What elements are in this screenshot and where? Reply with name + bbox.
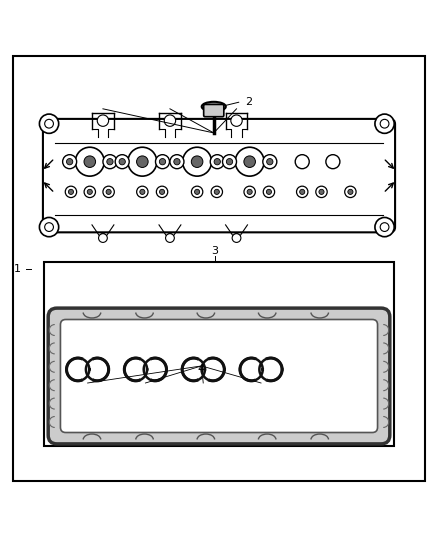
Circle shape: [223, 155, 237, 169]
Circle shape: [319, 189, 324, 195]
Circle shape: [380, 119, 389, 128]
Circle shape: [300, 189, 305, 195]
Circle shape: [68, 189, 74, 195]
Circle shape: [194, 189, 200, 195]
Circle shape: [183, 147, 212, 176]
Bar: [44, 262, 394, 446]
FancyBboxPatch shape: [204, 104, 224, 117]
Circle shape: [345, 186, 356, 198]
Circle shape: [214, 158, 220, 165]
Circle shape: [316, 186, 327, 198]
Circle shape: [201, 358, 224, 381]
Circle shape: [137, 156, 148, 167]
Circle shape: [124, 358, 147, 381]
Circle shape: [67, 158, 73, 165]
Circle shape: [170, 155, 184, 169]
Circle shape: [159, 158, 166, 165]
Circle shape: [232, 233, 241, 243]
Circle shape: [75, 147, 104, 176]
Circle shape: [380, 223, 389, 231]
FancyBboxPatch shape: [48, 308, 390, 444]
Circle shape: [348, 189, 353, 195]
Circle shape: [263, 186, 275, 198]
Circle shape: [231, 115, 242, 126]
Circle shape: [103, 186, 114, 198]
Circle shape: [166, 233, 174, 243]
Bar: [198, 358, 209, 381]
Circle shape: [191, 156, 203, 167]
Circle shape: [259, 358, 282, 381]
Circle shape: [115, 155, 129, 169]
Circle shape: [84, 186, 95, 198]
Text: 2: 2: [245, 97, 252, 107]
Text: 4: 4: [198, 365, 205, 374]
Circle shape: [159, 189, 165, 195]
Circle shape: [266, 189, 272, 195]
Circle shape: [375, 217, 394, 237]
Circle shape: [244, 186, 255, 198]
Circle shape: [87, 189, 92, 195]
Bar: [140, 358, 151, 381]
Circle shape: [103, 155, 117, 169]
Circle shape: [99, 233, 107, 243]
Circle shape: [263, 155, 277, 169]
Circle shape: [191, 186, 203, 198]
Circle shape: [235, 147, 264, 176]
Circle shape: [326, 155, 340, 169]
Circle shape: [375, 114, 394, 133]
Circle shape: [45, 223, 53, 231]
Circle shape: [119, 158, 125, 165]
Circle shape: [174, 158, 180, 165]
Circle shape: [86, 358, 109, 381]
Circle shape: [144, 358, 166, 381]
Circle shape: [84, 156, 95, 167]
Circle shape: [182, 358, 205, 381]
Circle shape: [140, 189, 145, 195]
Circle shape: [156, 186, 168, 198]
Circle shape: [226, 158, 233, 165]
Circle shape: [211, 186, 223, 198]
Circle shape: [106, 189, 111, 195]
Circle shape: [210, 155, 224, 169]
Circle shape: [295, 155, 309, 169]
Text: 1: 1: [14, 264, 21, 273]
Circle shape: [164, 115, 176, 126]
Circle shape: [247, 189, 252, 195]
Text: 3: 3: [211, 246, 218, 256]
Bar: [82, 358, 93, 381]
FancyBboxPatch shape: [43, 119, 395, 232]
Circle shape: [39, 217, 59, 237]
Circle shape: [244, 156, 255, 167]
Circle shape: [45, 119, 53, 128]
Circle shape: [39, 114, 59, 133]
Circle shape: [297, 186, 308, 198]
Circle shape: [240, 358, 263, 381]
Ellipse shape: [201, 102, 226, 111]
Circle shape: [267, 158, 273, 165]
Circle shape: [107, 158, 113, 165]
Bar: [255, 358, 267, 381]
FancyBboxPatch shape: [60, 319, 378, 432]
Circle shape: [155, 155, 170, 169]
Circle shape: [65, 186, 77, 198]
Circle shape: [67, 358, 89, 381]
Circle shape: [128, 147, 157, 176]
Circle shape: [137, 186, 148, 198]
Circle shape: [97, 115, 109, 126]
Circle shape: [214, 189, 219, 195]
Circle shape: [63, 155, 77, 169]
